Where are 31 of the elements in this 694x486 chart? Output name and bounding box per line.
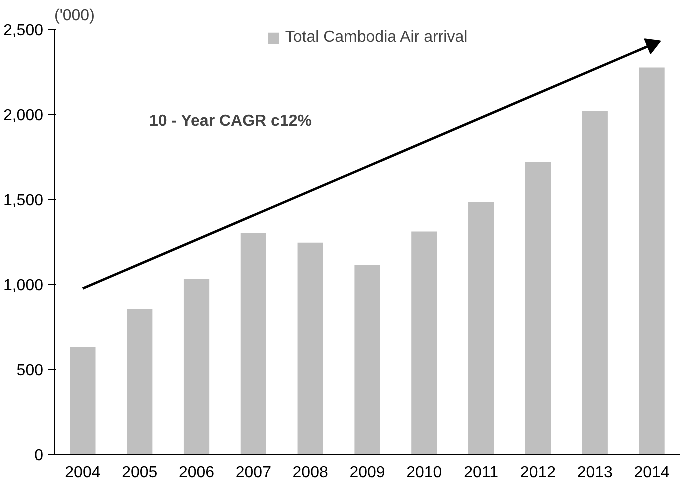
bar [184, 279, 210, 454]
x-tick-label: 2011 [464, 464, 499, 482]
x-tick-label: 2012 [520, 464, 556, 482]
y-tick-label: 500 [16, 362, 44, 380]
y-axis-title: ('000) [54, 8, 95, 24]
bar [639, 68, 665, 454]
legend-label: Total Cambodia Air arrival [285, 29, 468, 47]
bar [468, 202, 494, 454]
bar [70, 347, 96, 454]
y-tick-label: 1,500 [3, 192, 44, 210]
x-tick-label: 2014 [634, 464, 670, 482]
annotation: 10 - Year CAGR c12% [150, 113, 312, 130]
bar [298, 242, 324, 454]
x-tick-label: 2009 [350, 464, 386, 482]
x-tick-label: 2007 [236, 464, 272, 482]
x-tick-label: 2013 [577, 464, 614, 482]
y-tick-label: 2,500 [3, 22, 44, 40]
x-tick-label: 2010 [406, 464, 442, 482]
bar [525, 162, 552, 454]
y-tick-label: 0 [34, 448, 44, 464]
y-tick-label: 1,000 [3, 278, 44, 294]
x-tick-label: 2008 [292, 464, 328, 482]
bar [412, 232, 438, 454]
x-tick-label: 2004 [65, 464, 101, 482]
x-tick-label: 2006 [178, 464, 215, 482]
bar [240, 234, 266, 454]
x-tick-label: 2005 [122, 464, 158, 482]
bar [127, 309, 153, 454]
bar [582, 111, 608, 454]
y-tick-label: 2,000 [3, 108, 44, 124]
bar [354, 264, 380, 454]
